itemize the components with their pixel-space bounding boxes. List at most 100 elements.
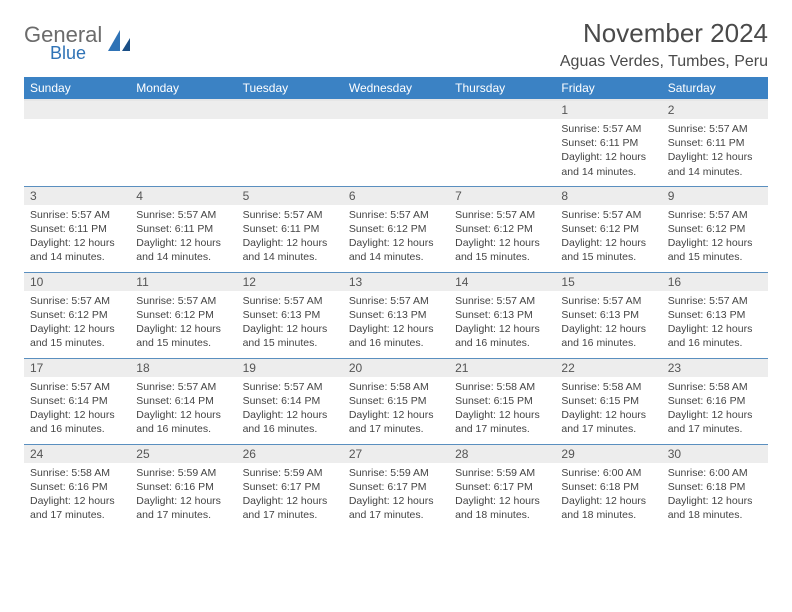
day-daylight1-text: Daylight: 12 hours	[136, 236, 230, 250]
calendar-week-row: 10Sunrise: 5:57 AMSunset: 6:12 PMDayligh…	[24, 272, 768, 358]
day-body: Sunrise: 5:58 AMSunset: 6:16 PMDaylight:…	[662, 377, 768, 441]
weekday-header: Friday	[555, 77, 661, 100]
day-sunrise-text: Sunrise: 5:58 AM	[561, 380, 655, 394]
title-block: November 2024 Aguas Verdes, Tumbes, Peru	[560, 18, 768, 71]
weekday-header: Saturday	[662, 77, 768, 100]
calendar-day-cell: 26Sunrise: 5:59 AMSunset: 6:17 PMDayligh…	[237, 444, 343, 530]
day-body: Sunrise: 5:58 AMSunset: 6:15 PMDaylight:…	[555, 377, 661, 441]
day-daylight1-text: Daylight: 12 hours	[30, 408, 124, 422]
day-sunset-text: Sunset: 6:11 PM	[561, 136, 655, 150]
day-sunset-text: Sunset: 6:13 PM	[668, 308, 762, 322]
day-sunrise-text: Sunrise: 5:59 AM	[349, 466, 443, 480]
location-text: Aguas Verdes, Tumbes, Peru	[560, 53, 768, 71]
day-sunrise-text: Sunrise: 5:57 AM	[136, 380, 230, 394]
day-daylight1-text: Daylight: 12 hours	[136, 408, 230, 422]
day-sunrise-text: Sunrise: 5:58 AM	[30, 466, 124, 480]
day-daylight2-text: and 17 minutes.	[349, 422, 443, 436]
calendar-week-row: 1Sunrise: 5:57 AMSunset: 6:11 PMDaylight…	[24, 100, 768, 186]
day-daylight1-text: Daylight: 12 hours	[243, 322, 337, 336]
day-number: 27	[343, 445, 449, 463]
calendar-page: General Blue November 2024 Aguas Verdes,…	[0, 0, 792, 540]
calendar-day-cell: 30Sunrise: 6:00 AMSunset: 6:18 PMDayligh…	[662, 444, 768, 530]
day-number: 18	[130, 359, 236, 377]
day-daylight2-text: and 15 minutes.	[243, 336, 337, 350]
day-number: 13	[343, 273, 449, 291]
day-number-empty	[343, 101, 449, 119]
day-daylight2-text: and 14 minutes.	[349, 250, 443, 264]
calendar-day-cell: 14Sunrise: 5:57 AMSunset: 6:13 PMDayligh…	[449, 272, 555, 358]
day-sunrise-text: Sunrise: 5:57 AM	[561, 294, 655, 308]
day-daylight1-text: Daylight: 12 hours	[455, 322, 549, 336]
calendar-day-cell: 21Sunrise: 5:58 AMSunset: 6:15 PMDayligh…	[449, 358, 555, 444]
day-body: Sunrise: 5:58 AMSunset: 6:16 PMDaylight:…	[24, 463, 130, 527]
day-body: Sunrise: 6:00 AMSunset: 6:18 PMDaylight:…	[555, 463, 661, 527]
day-sunset-text: Sunset: 6:14 PM	[30, 394, 124, 408]
logo-sail-icon	[106, 28, 132, 61]
day-number: 7	[449, 187, 555, 205]
day-body: Sunrise: 5:57 AMSunset: 6:14 PMDaylight:…	[24, 377, 130, 441]
day-daylight1-text: Daylight: 12 hours	[243, 236, 337, 250]
calendar-body: 1Sunrise: 5:57 AMSunset: 6:11 PMDaylight…	[24, 100, 768, 530]
day-sunset-text: Sunset: 6:11 PM	[136, 222, 230, 236]
day-body: Sunrise: 5:57 AMSunset: 6:11 PMDaylight:…	[130, 205, 236, 269]
day-sunset-text: Sunset: 6:12 PM	[561, 222, 655, 236]
day-body: Sunrise: 5:59 AMSunset: 6:17 PMDaylight:…	[343, 463, 449, 527]
weekday-header: Thursday	[449, 77, 555, 100]
calendar-day-cell: 12Sunrise: 5:57 AMSunset: 6:13 PMDayligh…	[237, 272, 343, 358]
day-sunrise-text: Sunrise: 5:57 AM	[30, 208, 124, 222]
day-body: Sunrise: 5:57 AMSunset: 6:11 PMDaylight:…	[555, 119, 661, 183]
day-number: 21	[449, 359, 555, 377]
day-sunset-text: Sunset: 6:11 PM	[243, 222, 337, 236]
day-sunset-text: Sunset: 6:11 PM	[668, 136, 762, 150]
day-body: Sunrise: 5:57 AMSunset: 6:12 PMDaylight:…	[449, 205, 555, 269]
day-daylight2-text: and 14 minutes.	[243, 250, 337, 264]
day-daylight2-text: and 15 minutes.	[455, 250, 549, 264]
calendar-week-row: 24Sunrise: 5:58 AMSunset: 6:16 PMDayligh…	[24, 444, 768, 530]
day-daylight1-text: Daylight: 12 hours	[243, 494, 337, 508]
day-daylight2-text: and 17 minutes.	[561, 422, 655, 436]
day-sunrise-text: Sunrise: 6:00 AM	[668, 466, 762, 480]
day-sunrise-text: Sunrise: 5:57 AM	[561, 208, 655, 222]
day-number: 4	[130, 187, 236, 205]
day-daylight2-text: and 16 minutes.	[455, 336, 549, 350]
day-sunrise-text: Sunrise: 5:57 AM	[243, 208, 337, 222]
calendar-day-cell: 24Sunrise: 5:58 AMSunset: 6:16 PMDayligh…	[24, 444, 130, 530]
day-daylight2-text: and 15 minutes.	[561, 250, 655, 264]
day-daylight1-text: Daylight: 12 hours	[136, 322, 230, 336]
day-daylight1-text: Daylight: 12 hours	[561, 322, 655, 336]
calendar-day-cell: 8Sunrise: 5:57 AMSunset: 6:12 PMDaylight…	[555, 186, 661, 272]
calendar-day-cell: 10Sunrise: 5:57 AMSunset: 6:12 PMDayligh…	[24, 272, 130, 358]
day-daylight2-text: and 16 minutes.	[561, 336, 655, 350]
day-sunrise-text: Sunrise: 5:57 AM	[30, 294, 124, 308]
calendar-day-cell: 19Sunrise: 5:57 AMSunset: 6:14 PMDayligh…	[237, 358, 343, 444]
day-body: Sunrise: 5:57 AMSunset: 6:13 PMDaylight:…	[237, 291, 343, 355]
calendar-day-cell: 4Sunrise: 5:57 AMSunset: 6:11 PMDaylight…	[130, 186, 236, 272]
day-daylight2-text: and 16 minutes.	[136, 422, 230, 436]
day-number-empty	[130, 101, 236, 119]
calendar-day-cell: 23Sunrise: 5:58 AMSunset: 6:16 PMDayligh…	[662, 358, 768, 444]
day-sunrise-text: Sunrise: 5:57 AM	[30, 380, 124, 394]
day-number: 26	[237, 445, 343, 463]
day-sunset-text: Sunset: 6:12 PM	[349, 222, 443, 236]
day-sunset-text: Sunset: 6:13 PM	[349, 308, 443, 322]
page-title: November 2024	[560, 18, 768, 49]
day-number: 24	[24, 445, 130, 463]
day-body: Sunrise: 5:57 AMSunset: 6:13 PMDaylight:…	[662, 291, 768, 355]
day-daylight2-text: and 14 minutes.	[668, 165, 762, 179]
day-body-empty	[343, 119, 449, 177]
day-body: Sunrise: 5:59 AMSunset: 6:17 PMDaylight:…	[449, 463, 555, 527]
day-number: 22	[555, 359, 661, 377]
day-sunset-text: Sunset: 6:12 PM	[668, 222, 762, 236]
day-body: Sunrise: 5:57 AMSunset: 6:12 PMDaylight:…	[343, 205, 449, 269]
day-daylight2-text: and 14 minutes.	[561, 165, 655, 179]
day-sunset-text: Sunset: 6:13 PM	[561, 308, 655, 322]
day-sunrise-text: Sunrise: 5:57 AM	[349, 294, 443, 308]
day-daylight2-text: and 17 minutes.	[243, 508, 337, 522]
day-body: Sunrise: 5:59 AMSunset: 6:16 PMDaylight:…	[130, 463, 236, 527]
calendar-day-cell: 2Sunrise: 5:57 AMSunset: 6:11 PMDaylight…	[662, 100, 768, 186]
day-sunset-text: Sunset: 6:16 PM	[136, 480, 230, 494]
day-number: 15	[555, 273, 661, 291]
day-body: Sunrise: 5:57 AMSunset: 6:11 PMDaylight:…	[237, 205, 343, 269]
day-daylight1-text: Daylight: 12 hours	[668, 150, 762, 164]
calendar-week-row: 17Sunrise: 5:57 AMSunset: 6:14 PMDayligh…	[24, 358, 768, 444]
